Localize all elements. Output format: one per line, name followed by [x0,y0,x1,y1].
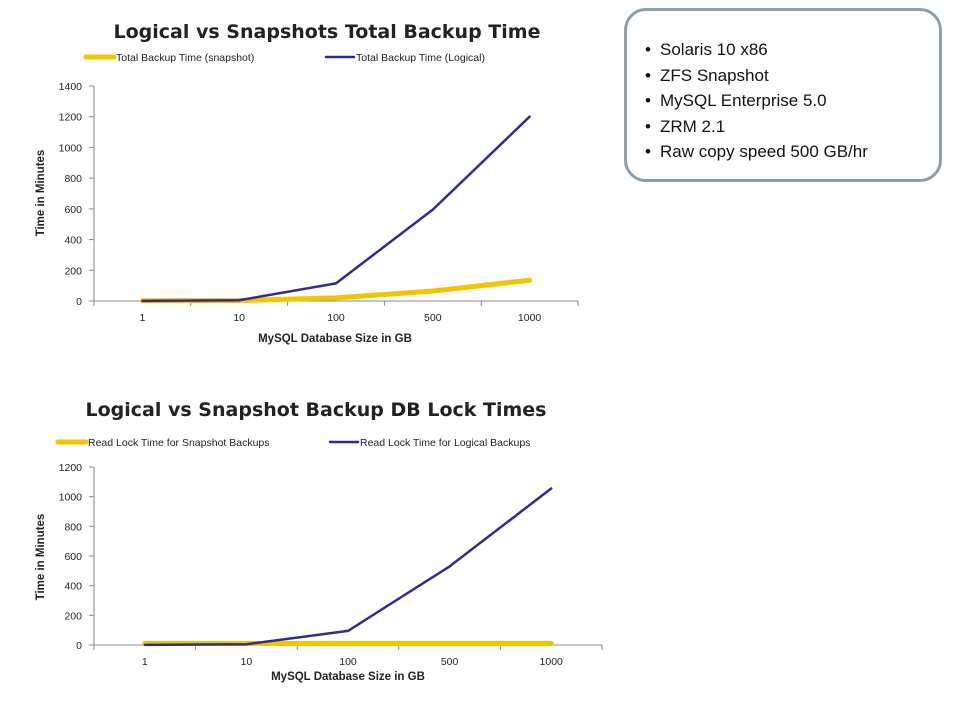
series-line [142,117,529,301]
chart-db-lock-times: Logical vs Snapshot Backup DB Lock Times… [0,362,620,722]
x-tick-label: 10 [233,312,245,324]
info-item-text: Raw copy speed 500 GB/hr [660,142,868,161]
y-tick-label: 0 [76,640,82,652]
y-tick-label: 1200 [59,462,83,474]
y-tick-label: 400 [64,581,82,593]
info-item: •MySQL Enterprise 5.0 [645,88,939,114]
y-tick-label: 1000 [59,142,83,154]
info-box: •Solaris 10 x86 •ZFS Snapshot •MySQL Ent… [624,8,942,182]
legend-label: Total Backup Time (Logical) [356,52,485,64]
y-axis-label: Time in Minutes [35,150,47,237]
info-item: •Solaris 10 x86 [645,37,939,63]
y-tick-label: 400 [64,235,82,247]
legend-label: Total Backup Time (snapshot) [116,52,254,64]
x-tick-label: 500 [441,656,459,668]
y-axis-label: Time in Minutes [35,514,47,601]
y-tick-label: 600 [64,204,82,216]
y-tick-label: 800 [64,521,82,533]
chart-title: Logical vs Snapshots Total Backup Time [114,21,541,43]
y-tick-label: 200 [64,265,82,277]
info-item: •ZRM 2.1 [645,114,939,140]
y-tick-label: 600 [64,551,82,563]
y-tick-label: 800 [64,173,82,185]
info-item-text: ZRM 2.1 [660,117,725,136]
x-tick-label: 1 [139,312,145,324]
info-list: •Solaris 10 x86 •ZFS Snapshot •MySQL Ent… [645,37,939,165]
bullet-icon: • [645,63,660,89]
info-item-text: MySQL Enterprise 5.0 [660,91,827,110]
x-tick-label: 1000 [540,656,564,668]
info-item-text: Solaris 10 x86 [660,40,768,59]
series-line [145,489,551,645]
legend-label: Read Lock Time for Snapshot Backups [88,437,270,449]
bullet-icon: • [645,114,660,140]
info-item: •ZFS Snapshot [645,63,939,89]
y-tick-label: 1000 [59,492,83,504]
bullet-icon: • [645,37,660,63]
x-axis-label: MySQL Database Size in GB [258,333,412,345]
x-tick-label: 1000 [518,312,542,324]
y-tick-label: 1200 [59,112,83,124]
info-item-text: ZFS Snapshot [660,66,769,85]
bullet-icon: • [645,139,660,165]
chart-title: Logical vs Snapshot Backup DB Lock Times [86,399,547,421]
x-tick-label: 100 [339,656,357,668]
chart-total-backup-time: Logical vs Snapshots Total Backup Time To… [0,0,600,360]
y-tick-label: 200 [64,610,82,622]
y-tick-label: 0 [76,296,82,308]
info-item: •Raw copy speed 500 GB/hr [645,139,939,165]
x-tick-label: 10 [241,656,253,668]
x-tick-label: 1 [142,656,148,668]
x-tick-label: 100 [327,312,345,324]
x-axis-label: MySQL Database Size in GB [271,671,425,683]
x-tick-label: 500 [424,312,442,324]
bullet-icon: • [645,88,660,114]
legend-label: Read Lock Time for Logical Backups [360,437,530,449]
y-tick-label: 1400 [59,81,83,93]
